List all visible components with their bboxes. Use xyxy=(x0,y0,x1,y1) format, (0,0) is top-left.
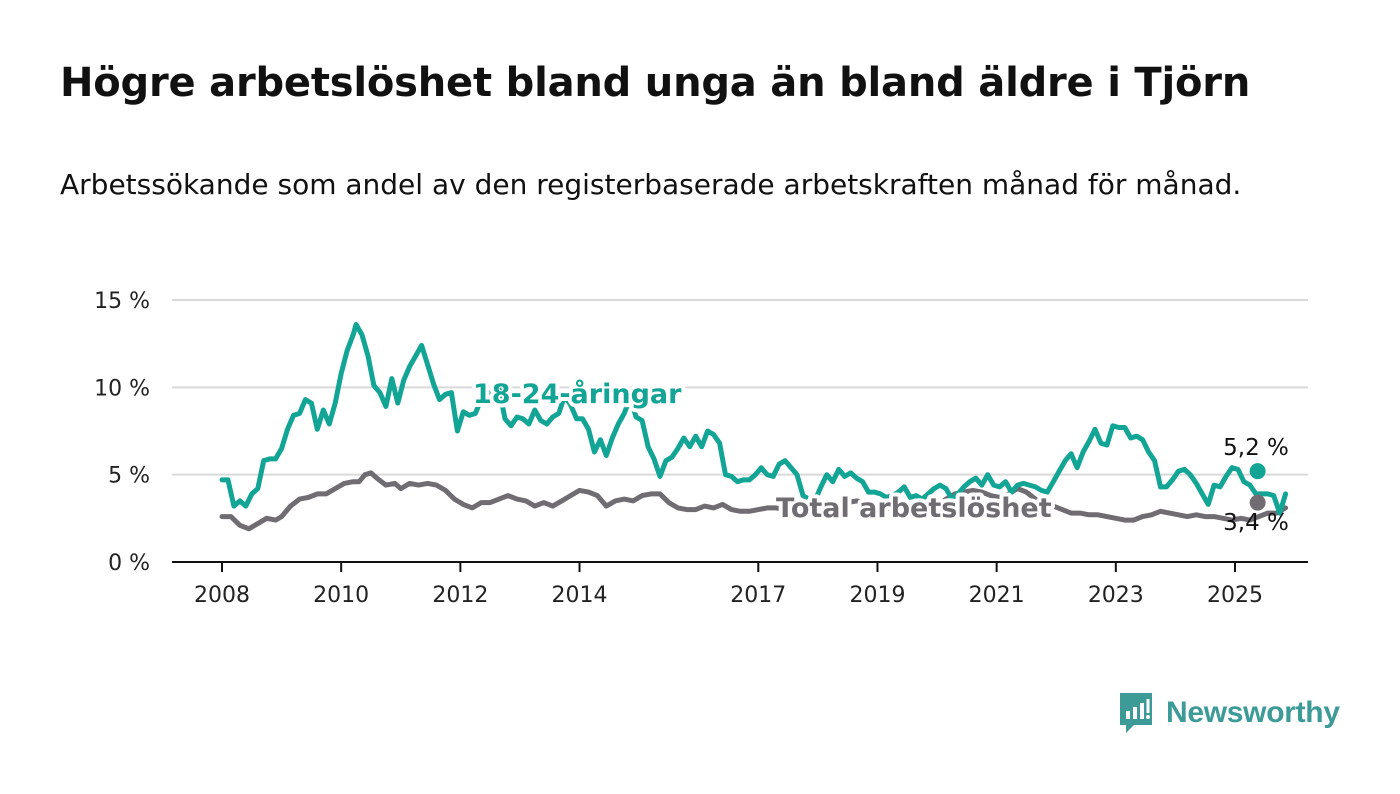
series-layer xyxy=(219,322,1289,532)
chart-subtitle: Arbetssökande som andel av den registerb… xyxy=(60,168,1242,201)
series-label-youth: 18-24-åringar xyxy=(473,378,682,410)
x-tick-label: 2008 xyxy=(194,583,250,608)
newsworthy-logo-icon xyxy=(1120,693,1152,733)
series-label-youth-halo: 18-24-åringar xyxy=(473,378,682,410)
x-tick-label: 2017 xyxy=(730,583,786,608)
chart-title: Högre arbetslöshet bland unga än bland ä… xyxy=(60,60,1251,106)
x-tick-label: 2012 xyxy=(432,583,488,608)
grid-layer xyxy=(172,299,1308,572)
newsworthy-logo-text: Newsworthy xyxy=(1166,696,1340,729)
series-label-total-halo: Total arbetslöshet xyxy=(776,493,1052,524)
end-label-total: 3,4 % xyxy=(1223,510,1289,536)
x-tick-label: 2021 xyxy=(969,583,1025,608)
y-tick-label: 10 % xyxy=(94,376,150,401)
label-layer: 0 % 5 % 10 % 15 % 2008 2010 2012 2014 2017 2019 20… xyxy=(94,289,1289,608)
end-dot-total xyxy=(1249,494,1266,511)
end-label-youth: 5,2 % xyxy=(1223,435,1289,461)
end-dot-youth xyxy=(1249,463,1266,480)
newsworthy-logo: Newsworthy xyxy=(1118,690,1340,736)
x-tick-label: 2019 xyxy=(849,583,905,608)
x-tick-label: 2023 xyxy=(1088,583,1144,608)
series-label-total: Total arbetslöshet xyxy=(776,493,1052,524)
series-line-total xyxy=(219,470,1289,532)
y-tick-label: 0 % xyxy=(108,551,150,576)
y-tick-label: 5 % xyxy=(108,464,150,489)
y-tick-label: 15 % xyxy=(94,289,150,314)
series-line-youth xyxy=(219,322,1289,516)
x-tick-label: 2025 xyxy=(1207,583,1263,608)
x-tick-label: 2014 xyxy=(552,583,608,608)
x-tick-label: 2010 xyxy=(313,583,369,608)
